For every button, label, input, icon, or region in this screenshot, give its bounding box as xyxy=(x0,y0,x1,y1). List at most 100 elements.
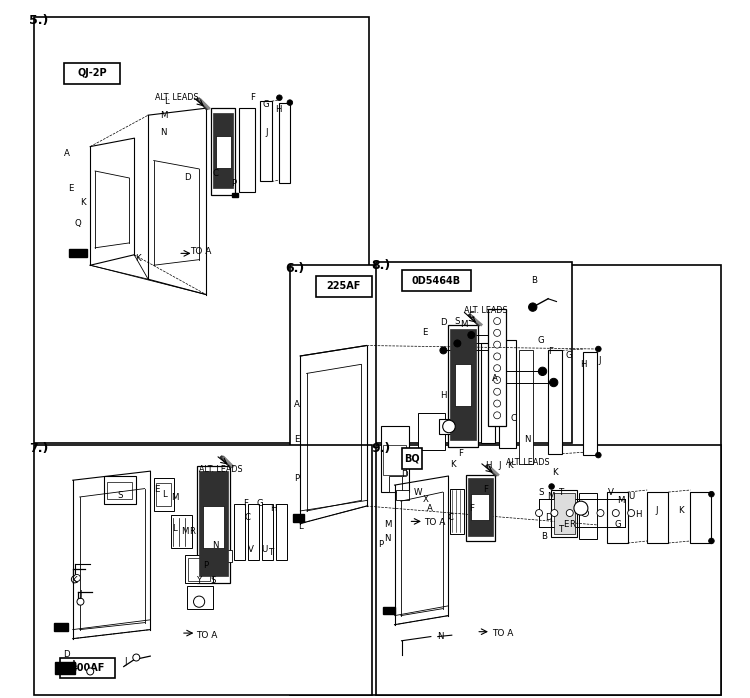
Bar xyxy=(107,482,132,499)
Text: TO A: TO A xyxy=(190,247,211,255)
Bar xyxy=(260,101,272,181)
Bar xyxy=(64,63,120,84)
Text: K: K xyxy=(507,461,512,470)
Bar xyxy=(171,515,192,548)
Text: TO A: TO A xyxy=(492,629,514,637)
Circle shape xyxy=(536,510,542,517)
Circle shape xyxy=(709,491,714,497)
Text: K: K xyxy=(678,507,683,515)
Bar xyxy=(383,607,394,614)
Bar xyxy=(220,550,225,562)
Text: TO A: TO A xyxy=(424,518,445,526)
Text: H: H xyxy=(580,360,586,369)
Circle shape xyxy=(581,510,589,517)
Text: G: G xyxy=(566,352,572,360)
Text: 400AF: 400AF xyxy=(70,663,104,673)
Bar xyxy=(551,490,578,537)
Bar xyxy=(579,493,597,539)
Circle shape xyxy=(538,367,547,376)
Bar xyxy=(519,350,532,464)
Circle shape xyxy=(612,510,620,517)
Circle shape xyxy=(74,574,80,581)
Bar xyxy=(216,136,230,168)
Bar xyxy=(279,103,290,183)
Text: H: H xyxy=(440,392,447,400)
Circle shape xyxy=(494,318,501,325)
Circle shape xyxy=(566,510,573,517)
Text: F: F xyxy=(251,94,255,102)
Text: F: F xyxy=(548,347,554,355)
Text: A: A xyxy=(64,149,70,158)
Text: K: K xyxy=(135,254,140,262)
Text: M: M xyxy=(384,521,392,529)
Text: H: H xyxy=(485,461,492,470)
Circle shape xyxy=(71,576,78,583)
Bar xyxy=(59,658,116,678)
Bar xyxy=(248,504,259,560)
Bar xyxy=(401,270,471,291)
Bar xyxy=(451,489,464,534)
Text: 8.): 8.) xyxy=(371,259,391,272)
Text: F: F xyxy=(469,504,474,512)
Circle shape xyxy=(494,388,501,395)
Circle shape xyxy=(494,364,501,371)
Circle shape xyxy=(468,332,475,339)
Text: Y: Y xyxy=(196,577,202,585)
Text: G: G xyxy=(256,500,263,508)
Text: C: C xyxy=(510,415,516,423)
Text: H: H xyxy=(275,105,282,114)
Bar xyxy=(481,343,495,443)
Bar xyxy=(227,550,232,562)
Bar xyxy=(448,325,478,447)
Bar xyxy=(471,494,490,520)
Bar xyxy=(232,193,238,197)
Text: TO A: TO A xyxy=(196,631,217,639)
Text: R: R xyxy=(568,521,574,529)
Text: R: R xyxy=(189,528,195,536)
Text: T: T xyxy=(269,549,274,557)
Bar xyxy=(213,113,233,188)
Text: J: J xyxy=(498,461,500,470)
Bar xyxy=(376,262,572,443)
Circle shape xyxy=(454,340,460,347)
Circle shape xyxy=(194,596,205,607)
Text: C: C xyxy=(448,514,454,522)
Circle shape xyxy=(551,510,558,517)
Text: ALT. LEADS: ALT. LEADS xyxy=(464,306,508,315)
Text: V: V xyxy=(248,545,254,554)
Text: P: P xyxy=(378,540,383,549)
Text: H: H xyxy=(635,510,642,519)
Bar xyxy=(197,466,230,583)
Text: J: J xyxy=(266,128,268,137)
Bar xyxy=(451,329,476,440)
Text: M: M xyxy=(548,493,555,501)
Circle shape xyxy=(87,668,94,675)
Text: D: D xyxy=(544,514,551,522)
Text: K: K xyxy=(80,198,86,207)
Text: T: T xyxy=(560,525,565,533)
Text: G: G xyxy=(538,336,544,345)
Bar xyxy=(554,493,574,534)
Text: L: L xyxy=(298,523,303,531)
Bar xyxy=(607,492,628,543)
Text: M: M xyxy=(160,111,167,119)
Text: F: F xyxy=(458,450,463,458)
Bar xyxy=(548,350,562,454)
Text: E: E xyxy=(68,184,74,193)
Text: X: X xyxy=(422,495,428,503)
Text: P: P xyxy=(294,474,299,482)
Text: L: L xyxy=(162,490,166,498)
Text: S: S xyxy=(454,317,460,325)
Text: 5.): 5.) xyxy=(29,15,49,27)
Text: E: E xyxy=(154,486,160,494)
Bar xyxy=(454,364,471,406)
Circle shape xyxy=(494,376,501,383)
Text: N: N xyxy=(436,632,443,641)
Text: N: N xyxy=(160,128,166,137)
Text: M: M xyxy=(460,320,468,329)
Text: D: D xyxy=(440,318,447,327)
Bar xyxy=(202,506,224,548)
Text: N: N xyxy=(212,542,219,550)
Bar xyxy=(156,483,171,506)
Text: C: C xyxy=(468,311,474,320)
